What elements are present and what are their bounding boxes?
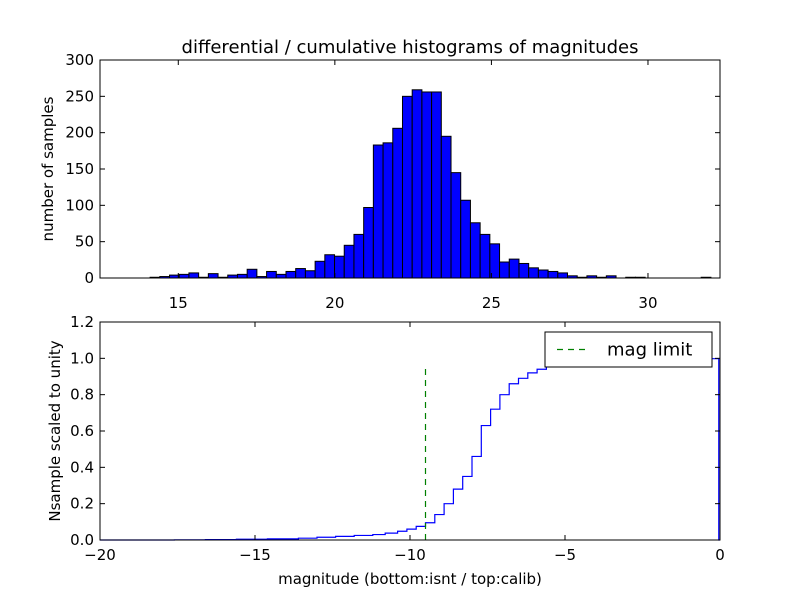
x-tick-label: −5 <box>554 546 576 564</box>
histogram-bar <box>207 273 219 279</box>
histogram-bar <box>508 258 520 279</box>
top-x-ticks: 15 20 25 30 <box>169 60 658 312</box>
top-plot-frame <box>99 59 721 279</box>
histogram-bar <box>518 262 530 279</box>
y-tick-label: 100 <box>65 196 94 214</box>
histogram-bar <box>372 144 384 279</box>
x-tick-label: 0 <box>715 546 725 564</box>
bottom-x-ticks: −20 −15 −10 −5 0 <box>84 322 725 564</box>
x-tick-label: 25 <box>482 294 501 312</box>
legend-label: mag limit <box>607 340 692 361</box>
histogram-bar <box>266 270 277 279</box>
x-tick-label: −20 <box>84 546 116 564</box>
histogram-bar <box>324 254 336 279</box>
chart-title: differential / cumulative histograms of … <box>182 37 639 58</box>
histogram-bar <box>440 135 452 279</box>
y-tick-label: 50 <box>75 233 94 251</box>
histogram-bar <box>343 244 355 279</box>
histogram-bar <box>489 243 501 279</box>
histogram-bar <box>285 270 297 279</box>
differential-histogram-panel: differential / cumulative histograms of … <box>39 37 721 312</box>
y-tick-label: 0.2 <box>70 495 94 513</box>
legend: mag limit <box>544 331 713 368</box>
histogram-bar <box>178 273 190 279</box>
histogram-bar <box>450 172 462 279</box>
histogram-bar <box>382 142 394 279</box>
histogram-bar <box>401 95 413 279</box>
x-tick-label: 15 <box>169 294 188 312</box>
histogram-bar <box>499 261 510 279</box>
histogram-bar <box>537 269 549 279</box>
histogram-bar <box>411 89 423 279</box>
top-y-ticks: 0 50 100 150 200 250 300 <box>65 51 720 287</box>
histogram-bar <box>363 207 374 279</box>
x-tick-label: −10 <box>394 546 426 564</box>
histogram-bar <box>479 233 491 279</box>
histogram-bar <box>421 91 433 279</box>
histogram-bar <box>314 260 326 279</box>
y-tick-label: 300 <box>65 51 94 69</box>
histogram-bar <box>557 272 569 279</box>
y-tick-label: 250 <box>65 87 94 105</box>
histogram-bar <box>547 270 559 279</box>
x-tick-label: 30 <box>638 294 657 312</box>
histogram-bars <box>149 89 712 279</box>
y-tick-label: 1.2 <box>70 313 94 331</box>
histogram-bar <box>304 270 316 279</box>
y-tick-label: 150 <box>65 160 94 178</box>
bottom-x-axis-label: magnitude (bottom:isnt / top:calib) <box>278 570 542 588</box>
histogram-bar <box>353 233 365 279</box>
histogram-bar <box>275 273 287 279</box>
histogram-bar <box>334 255 345 279</box>
histogram-bar <box>246 268 258 279</box>
y-tick-label: 0 <box>84 269 94 287</box>
y-tick-label: 0.8 <box>70 386 94 404</box>
bottom-plot-frame <box>99 321 721 541</box>
bottom-y-axis-label: Nsample scaled to unity <box>46 340 64 521</box>
histogram-bar <box>188 272 200 279</box>
histogram-bar <box>460 199 471 279</box>
histogram-bar <box>236 273 248 279</box>
y-tick-label: 1.0 <box>70 349 94 367</box>
x-tick-label: 20 <box>325 294 344 312</box>
histogram-bar <box>528 267 539 279</box>
cumulative-histogram-panel: magnitude (bottom:isnt / top:calib) Nsam… <box>46 313 725 588</box>
y-tick-label: 0.6 <box>70 422 94 440</box>
top-y-axis-label: number of samples <box>39 96 57 241</box>
y-tick-label: 0.4 <box>70 458 94 476</box>
histogram-bar <box>295 268 306 279</box>
histogram-bar <box>469 222 481 279</box>
bottom-y-ticks: 0.0 0.2 0.4 0.6 0.8 1.0 1.2 <box>70 313 720 549</box>
x-tick-label: −15 <box>239 546 271 564</box>
y-tick-label: 200 <box>65 124 94 142</box>
histogram-bar <box>392 127 403 279</box>
histogram-bar <box>431 91 442 279</box>
y-tick-label: 0.0 <box>70 531 94 549</box>
